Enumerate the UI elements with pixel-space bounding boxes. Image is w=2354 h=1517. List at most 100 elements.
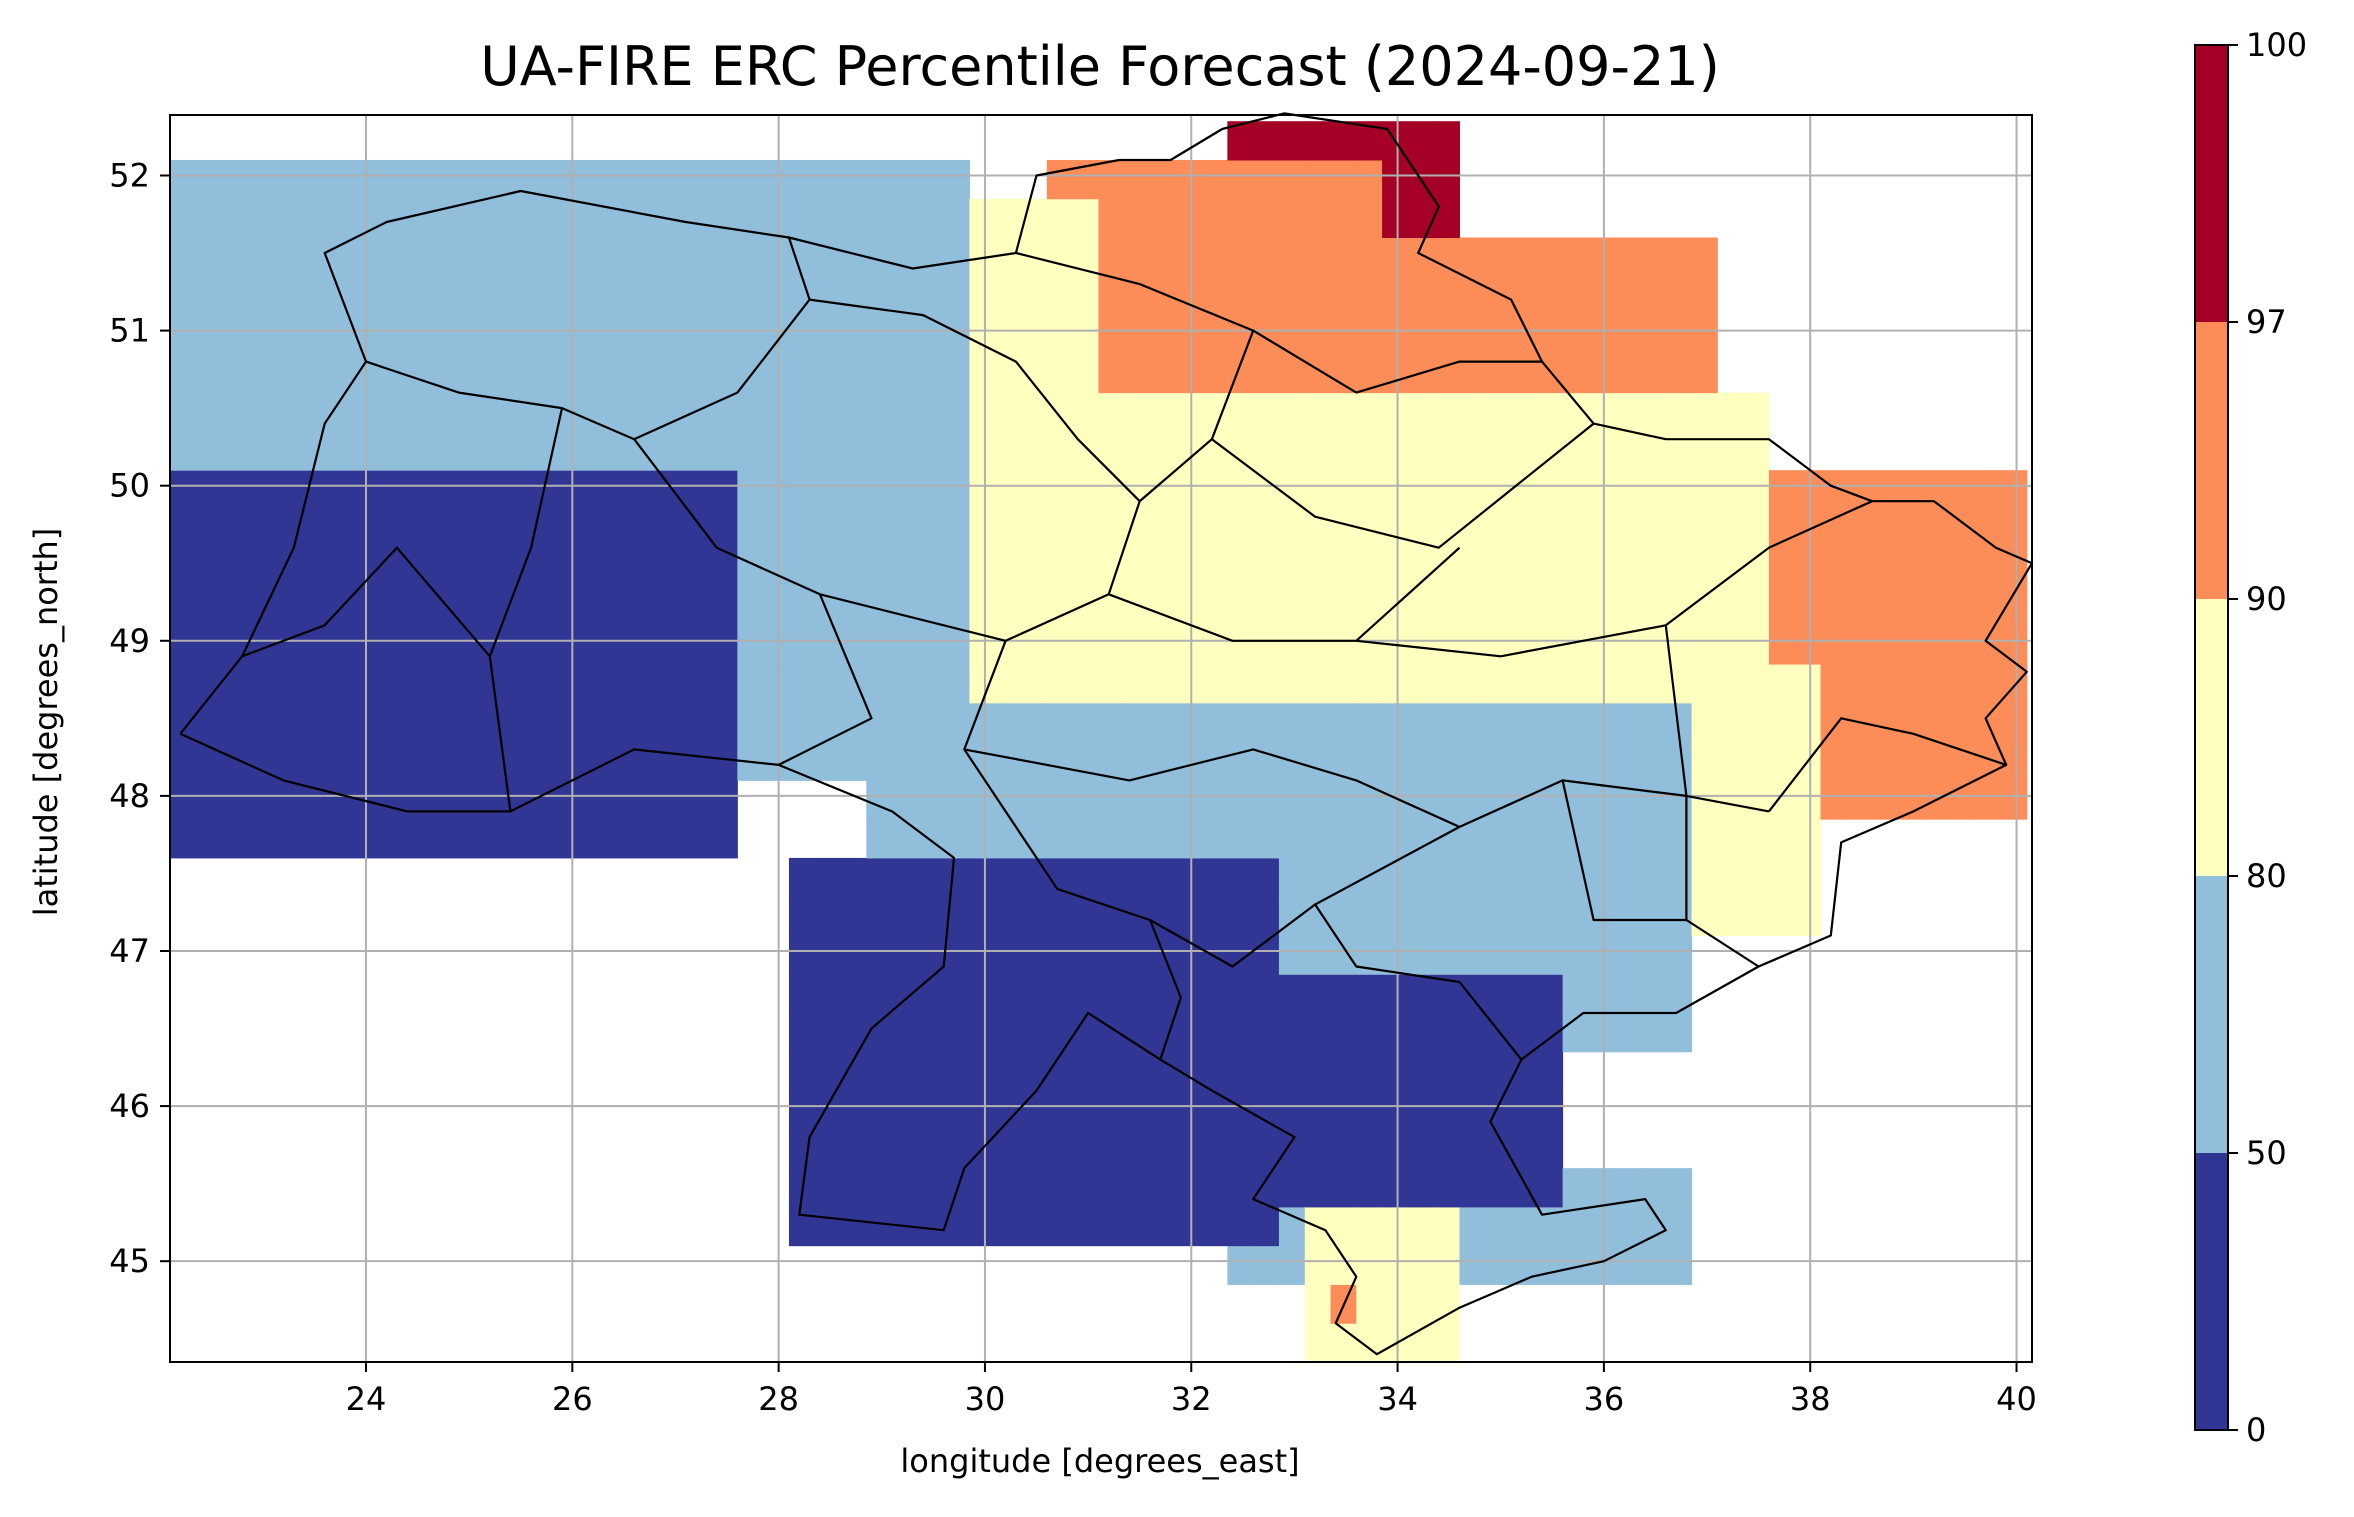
- heatmap-cell: [1614, 857, 1641, 898]
- heatmap-cell: [1330, 353, 1357, 394]
- heatmap-cell: [1485, 470, 1512, 510]
- heatmap-cell: [1820, 625, 1847, 665]
- heatmap-cell: [1407, 896, 1435, 936]
- heatmap-cell: [995, 315, 1022, 355]
- heatmap-cell: [1072, 974, 1099, 1014]
- heatmap-cell: [453, 237, 480, 277]
- heatmap-cell: [582, 780, 609, 820]
- heatmap-cell: [685, 625, 713, 665]
- heatmap-cell: [221, 237, 248, 277]
- heatmap-cell: [1124, 315, 1151, 355]
- heatmap-cell: [1897, 547, 1925, 588]
- heatmap-cell: [1975, 780, 2002, 820]
- heatmap-cell: [1923, 625, 1950, 665]
- heatmap-cell: [247, 780, 274, 820]
- heatmap-cell: [1768, 625, 1796, 665]
- heatmap-cell: [1046, 625, 1074, 665]
- heatmap-cell: [943, 392, 970, 432]
- heatmap-cell: [1304, 1284, 1332, 1324]
- heatmap-cell: [1330, 198, 1357, 239]
- heatmap-cell: [1278, 664, 1306, 704]
- heatmap-cell: [1253, 780, 1280, 820]
- heatmap-cell: [195, 392, 223, 432]
- heatmap-cell: [840, 974, 867, 1014]
- heatmap-cell: [1278, 159, 1306, 200]
- heatmap-cell: [1098, 353, 1125, 394]
- heatmap-cell: [1382, 1245, 1409, 1285]
- heatmap-cell: [608, 508, 635, 549]
- heatmap-cell: [1150, 508, 1177, 549]
- heatmap-cell: [1665, 1168, 1693, 1208]
- heatmap-cell: [1278, 1206, 1306, 1247]
- heatmap-cell: [1562, 508, 1589, 549]
- heatmap-cell: [634, 664, 661, 704]
- heatmap-cell: [170, 664, 197, 704]
- heatmap-cell: [1098, 935, 1125, 975]
- heatmap-cell: [788, 664, 816, 704]
- heatmap-cell: [660, 664, 687, 704]
- heatmap-cell: [1356, 237, 1383, 277]
- heatmap-cell: [324, 470, 352, 510]
- heatmap-cell: [1382, 974, 1409, 1014]
- heatmap-cell: [350, 315, 377, 355]
- heatmap-cell: [1330, 508, 1357, 549]
- heatmap-cell: [634, 586, 661, 626]
- heatmap-cell: [1046, 547, 1074, 588]
- heatmap-cell: [1330, 741, 1357, 781]
- x-tick-label: 32: [1171, 1380, 1212, 1418]
- heatmap-cell: [479, 276, 506, 316]
- heatmap-cell: [1459, 586, 1486, 626]
- heatmap-cell: [1356, 1245, 1383, 1285]
- heatmap-cell: [917, 664, 945, 704]
- heatmap-cell: [866, 1051, 893, 1092]
- heatmap-cell: [376, 237, 403, 277]
- heatmap-cell: [1511, 1129, 1538, 1169]
- heatmap-cell: [814, 1013, 842, 1053]
- heatmap-cell: [1665, 586, 1693, 626]
- heatmap-cell: [814, 237, 842, 277]
- heatmap-cell: [273, 276, 300, 316]
- boundary-line: [1664, 625, 1760, 968]
- heatmap-cell: [1536, 935, 1564, 975]
- heatmap-cell: [298, 508, 326, 549]
- heatmap-cell: [582, 586, 609, 626]
- heatmap-cell: [1923, 741, 1950, 781]
- heatmap-cell: [531, 276, 558, 316]
- heatmap-cell: [427, 237, 455, 277]
- heatmap-cell: [1227, 857, 1254, 898]
- heatmap-cell: [1098, 1168, 1125, 1208]
- heatmap-cell: [1046, 1090, 1074, 1130]
- heatmap-cell: [1175, 586, 1203, 626]
- heatmap-cell: [1768, 664, 1796, 704]
- heatmap-cell: [402, 780, 429, 820]
- heatmap-cell: [1382, 353, 1409, 394]
- heatmap-cell: [1459, 392, 1486, 432]
- heatmap-cell: [1562, 353, 1589, 394]
- heatmap-cell: [1046, 508, 1074, 549]
- heatmap-cell: [1021, 702, 1048, 743]
- heatmap-cell: [324, 819, 352, 859]
- heatmap-cell: [1382, 315, 1409, 355]
- heatmap-cell: [1975, 470, 2002, 510]
- heatmap-cell: [1046, 392, 1074, 432]
- heatmap-cell: [995, 935, 1022, 975]
- heatmap-cell: [840, 625, 867, 665]
- heatmap-cell: [1640, 1013, 1667, 1053]
- heatmap-cell: [866, 392, 893, 432]
- heatmap-cell: [1640, 625, 1667, 665]
- heatmap-cell: [1124, 392, 1151, 432]
- heatmap-cell: [273, 702, 300, 743]
- heatmap-cell: [556, 276, 584, 316]
- heatmap-cell: [221, 198, 248, 239]
- colorbar-tick-label: 0: [2246, 1411, 2266, 1449]
- heatmap-cell: [170, 315, 197, 355]
- heatmap-cell: [1562, 586, 1589, 626]
- heatmap-cell: [1846, 586, 1873, 626]
- heatmap-cell: [1717, 857, 1744, 898]
- heatmap-cell: [814, 1051, 842, 1092]
- heatmap-cell: [840, 315, 867, 355]
- heatmap-cell: [1588, 1013, 1615, 1053]
- heatmap-cell: [1227, 780, 1254, 820]
- heatmap-cell: [608, 353, 635, 394]
- heatmap-cell: [402, 315, 429, 355]
